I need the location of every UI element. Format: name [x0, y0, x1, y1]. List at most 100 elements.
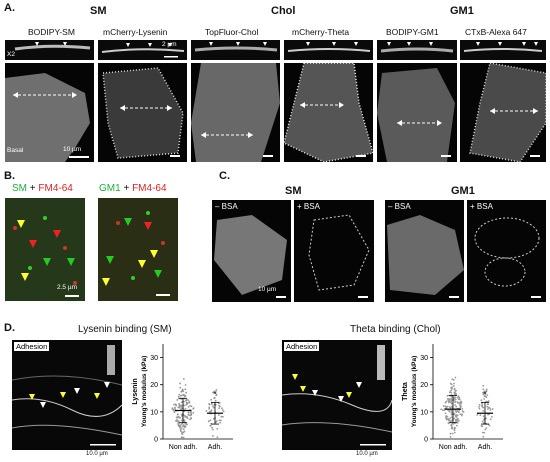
channel-mcherry-lysenin: mCherry-Lysenin — [103, 27, 168, 37]
fm464-text-2: FM4-64 — [132, 183, 167, 194]
fm464-text-1: FM4-64 — [38, 183, 73, 194]
data-point — [190, 414, 193, 416]
data-point — [174, 403, 177, 406]
data-point — [447, 422, 450, 424]
data-point — [185, 391, 188, 394]
data-point — [487, 408, 489, 410]
data-point — [454, 376, 457, 379]
data-point — [215, 421, 217, 424]
data-point — [453, 385, 455, 387]
data-point — [190, 416, 193, 419]
data-point — [482, 393, 485, 396]
data-point — [181, 415, 184, 418]
plus-bsa-label-sm: + BSA — [297, 202, 320, 211]
data-point — [220, 419, 222, 422]
data-point — [458, 396, 461, 399]
xz-strip-4 — [284, 40, 373, 60]
data-point — [177, 420, 180, 423]
data-point — [221, 407, 223, 410]
basal-label: Basal — [7, 147, 24, 154]
data-point — [210, 403, 213, 406]
data-point — [209, 419, 212, 422]
data-point — [180, 401, 183, 404]
data-point — [491, 415, 493, 418]
data-point — [454, 389, 457, 392]
data-point — [185, 423, 187, 425]
data-point — [180, 404, 182, 407]
data-point — [451, 405, 453, 408]
data-point — [481, 404, 483, 407]
xz-strip-6 — [460, 40, 546, 60]
data-point — [174, 408, 177, 411]
data-point — [187, 414, 190, 416]
data-point — [482, 435, 485, 438]
data-point — [210, 410, 212, 413]
y-axis-label: Young's modulus (kPa) — [141, 356, 148, 427]
data-point — [180, 419, 183, 422]
data-point — [447, 399, 450, 402]
channel-ctxb-alexa: CTxB-Alexa 647 — [465, 27, 527, 37]
data-point — [173, 403, 175, 406]
data-point — [176, 413, 179, 416]
data-point — [450, 413, 453, 416]
y-tick-label: 20 — [150, 382, 158, 389]
chart-lysenin-modulus: 0 10 20 30 Lysenin Young's modulus (kPa) Non a… — [132, 344, 233, 451]
channel-bodipy-gm1: BODIPY-GM1 — [386, 27, 439, 37]
data-point — [215, 420, 218, 422]
data-point — [453, 388, 456, 391]
data-point — [449, 417, 451, 420]
data-point — [478, 403, 481, 406]
significance-marker: * — [483, 389, 487, 400]
data-point — [218, 404, 220, 407]
gm1-channel-text: GM1 — [99, 183, 121, 194]
x-tick-label: Non adh. — [439, 444, 467, 451]
data-point — [487, 400, 490, 403]
data-point — [481, 402, 483, 405]
data-point — [481, 420, 484, 423]
data-point — [182, 390, 185, 392]
data-point — [179, 417, 182, 419]
data-point — [461, 407, 464, 410]
panel-d-title-right: Theta binding (Chol) — [350, 324, 441, 335]
data-point — [454, 392, 457, 395]
data-point — [190, 405, 193, 408]
data-point — [445, 418, 448, 421]
scale-bar-a — [69, 156, 89, 158]
data-point — [180, 390, 183, 393]
scale-label-b: 2.5 µm — [57, 284, 78, 291]
data-point — [221, 415, 224, 418]
data-point — [486, 405, 489, 408]
data-point — [183, 414, 185, 417]
data-point — [448, 398, 451, 401]
data-point — [482, 422, 485, 424]
data-point — [182, 424, 185, 426]
data-point — [183, 426, 186, 429]
data-point — [449, 382, 452, 385]
data-point — [218, 407, 221, 409]
data-point — [454, 427, 456, 430]
data-point — [486, 394, 489, 397]
basal-image-mcherry-lysenin — [98, 63, 187, 162]
data-point — [211, 428, 214, 431]
data-point — [448, 406, 451, 408]
xz-strip-5 — [377, 40, 457, 60]
panel-c-label: C. — [219, 170, 230, 182]
data-point — [456, 401, 459, 404]
group-gm1-label: GM1 — [450, 5, 474, 17]
data-point — [485, 396, 488, 399]
y-tick-label: 30 — [420, 355, 428, 362]
data-point — [211, 426, 213, 429]
data-point — [448, 391, 451, 394]
sm-plus-bsa-image: + BSA — [294, 200, 374, 302]
data-point — [179, 386, 182, 389]
data-point — [219, 421, 222, 424]
data-point — [185, 399, 187, 402]
scale-label-a: 10 µm — [63, 146, 82, 153]
data-point — [208, 403, 211, 406]
data-point — [480, 399, 483, 402]
data-point — [181, 425, 184, 428]
data-point — [482, 391, 484, 394]
panel-d-title-left: Lysenin binding (SM) — [78, 324, 172, 335]
data-point — [460, 414, 463, 417]
basal-image-bodipy-sm: Basal 10 µm — [5, 63, 94, 162]
